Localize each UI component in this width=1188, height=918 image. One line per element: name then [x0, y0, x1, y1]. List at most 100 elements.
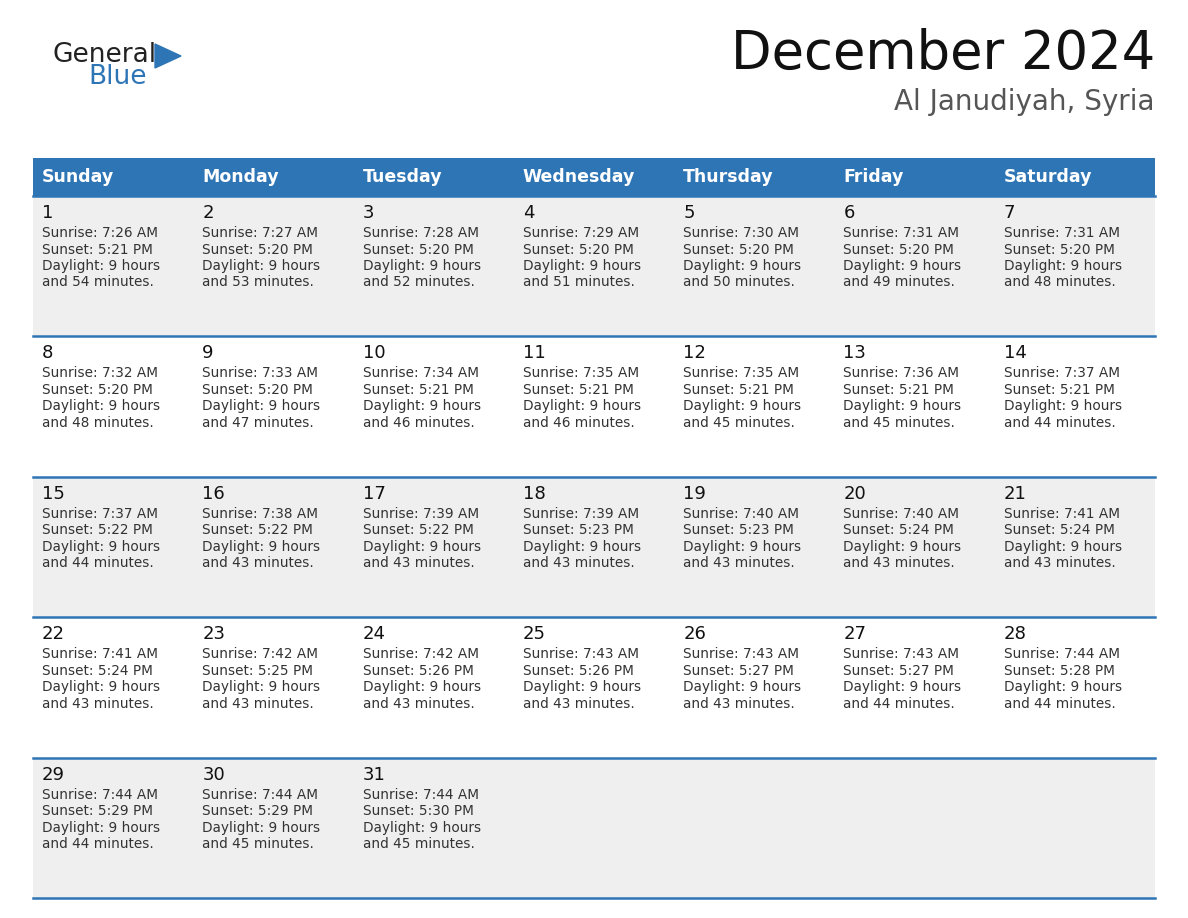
Text: Sunset: 5:29 PM: Sunset: 5:29 PM	[42, 804, 153, 818]
Text: Sunset: 5:29 PM: Sunset: 5:29 PM	[202, 804, 314, 818]
Text: 6: 6	[843, 204, 855, 222]
Text: 28: 28	[1004, 625, 1026, 644]
Text: Sunrise: 7:35 AM: Sunrise: 7:35 AM	[683, 366, 800, 380]
Text: Daylight: 9 hours: Daylight: 9 hours	[843, 680, 961, 694]
Text: and 43 minutes.: and 43 minutes.	[843, 556, 955, 570]
Text: Sunrise: 7:44 AM: Sunrise: 7:44 AM	[1004, 647, 1120, 661]
Text: General: General	[52, 42, 156, 68]
Text: 1: 1	[42, 204, 53, 222]
Text: and 43 minutes.: and 43 minutes.	[683, 556, 795, 570]
Text: Sunset: 5:21 PM: Sunset: 5:21 PM	[362, 383, 474, 397]
Text: 4: 4	[523, 204, 535, 222]
Text: Sunset: 5:21 PM: Sunset: 5:21 PM	[683, 383, 794, 397]
Bar	[354, 158, 514, 196]
Text: Sunrise: 7:31 AM: Sunrise: 7:31 AM	[843, 226, 960, 240]
Text: Daylight: 9 hours: Daylight: 9 hours	[843, 259, 961, 273]
Polygon shape	[154, 44, 181, 68]
Text: Thursday: Thursday	[683, 168, 773, 186]
Text: 22: 22	[42, 625, 65, 644]
Text: Sunrise: 7:27 AM: Sunrise: 7:27 AM	[202, 226, 318, 240]
Text: Sunrise: 7:42 AM: Sunrise: 7:42 AM	[362, 647, 479, 661]
Bar	[514, 158, 674, 196]
Text: and 44 minutes.: and 44 minutes.	[1004, 697, 1116, 711]
Text: 14: 14	[1004, 344, 1026, 363]
Text: and 45 minutes.: and 45 minutes.	[362, 837, 474, 851]
Text: Sunrise: 7:31 AM: Sunrise: 7:31 AM	[1004, 226, 1120, 240]
Text: Sunrise: 7:42 AM: Sunrise: 7:42 AM	[202, 647, 318, 661]
Text: 5: 5	[683, 204, 695, 222]
Text: Daylight: 9 hours: Daylight: 9 hours	[42, 680, 160, 694]
Text: 27: 27	[843, 625, 866, 644]
Text: Daylight: 9 hours: Daylight: 9 hours	[42, 821, 160, 834]
Text: Sunset: 5:20 PM: Sunset: 5:20 PM	[843, 242, 954, 256]
Text: 21: 21	[1004, 485, 1026, 503]
Text: Sunrise: 7:43 AM: Sunrise: 7:43 AM	[523, 647, 639, 661]
Text: 24: 24	[362, 625, 386, 644]
Bar	[33, 476, 1155, 617]
Text: Sunrise: 7:28 AM: Sunrise: 7:28 AM	[362, 226, 479, 240]
Text: Sunrise: 7:44 AM: Sunrise: 7:44 AM	[202, 788, 318, 801]
Text: Sunset: 5:22 PM: Sunset: 5:22 PM	[362, 523, 474, 537]
Text: Sunrise: 7:39 AM: Sunrise: 7:39 AM	[362, 507, 479, 521]
Text: and 43 minutes.: and 43 minutes.	[683, 697, 795, 711]
Text: and 44 minutes.: and 44 minutes.	[1004, 416, 1116, 430]
Text: Sunday: Sunday	[42, 168, 114, 186]
Bar	[834, 158, 994, 196]
Text: and 53 minutes.: and 53 minutes.	[202, 275, 314, 289]
Text: Daylight: 9 hours: Daylight: 9 hours	[362, 399, 481, 413]
Text: 10: 10	[362, 344, 385, 363]
Text: and 48 minutes.: and 48 minutes.	[1004, 275, 1116, 289]
Text: 26: 26	[683, 625, 706, 644]
Text: Sunset: 5:20 PM: Sunset: 5:20 PM	[362, 242, 474, 256]
Text: Sunset: 5:27 PM: Sunset: 5:27 PM	[683, 664, 794, 677]
Text: Daylight: 9 hours: Daylight: 9 hours	[202, 259, 321, 273]
Text: Blue: Blue	[88, 64, 146, 90]
Text: Sunset: 5:25 PM: Sunset: 5:25 PM	[202, 664, 314, 677]
Text: and 45 minutes.: and 45 minutes.	[843, 416, 955, 430]
Text: Daylight: 9 hours: Daylight: 9 hours	[42, 399, 160, 413]
Text: Sunset: 5:27 PM: Sunset: 5:27 PM	[843, 664, 954, 677]
Text: Sunset: 5:20 PM: Sunset: 5:20 PM	[523, 242, 633, 256]
Text: 16: 16	[202, 485, 225, 503]
Text: Sunrise: 7:44 AM: Sunrise: 7:44 AM	[42, 788, 158, 801]
Text: Sunset: 5:21 PM: Sunset: 5:21 PM	[1004, 383, 1114, 397]
Text: Sunrise: 7:26 AM: Sunrise: 7:26 AM	[42, 226, 158, 240]
Text: Sunrise: 7:35 AM: Sunrise: 7:35 AM	[523, 366, 639, 380]
Text: 30: 30	[202, 766, 225, 784]
Bar	[33, 336, 1155, 476]
Text: and 51 minutes.: and 51 minutes.	[523, 275, 634, 289]
Text: Sunrise: 7:36 AM: Sunrise: 7:36 AM	[843, 366, 960, 380]
Text: and 45 minutes.: and 45 minutes.	[683, 416, 795, 430]
Text: Sunset: 5:21 PM: Sunset: 5:21 PM	[843, 383, 954, 397]
Text: Friday: Friday	[843, 168, 904, 186]
Text: Daylight: 9 hours: Daylight: 9 hours	[362, 540, 481, 554]
Text: Sunrise: 7:30 AM: Sunrise: 7:30 AM	[683, 226, 800, 240]
Text: 7: 7	[1004, 204, 1016, 222]
Text: Sunset: 5:22 PM: Sunset: 5:22 PM	[42, 523, 153, 537]
Text: Daylight: 9 hours: Daylight: 9 hours	[523, 680, 642, 694]
Text: and 43 minutes.: and 43 minutes.	[523, 556, 634, 570]
Text: and 44 minutes.: and 44 minutes.	[843, 697, 955, 711]
Text: Sunset: 5:21 PM: Sunset: 5:21 PM	[42, 242, 153, 256]
Text: Sunrise: 7:29 AM: Sunrise: 7:29 AM	[523, 226, 639, 240]
Text: 18: 18	[523, 485, 545, 503]
Text: Saturday: Saturday	[1004, 168, 1092, 186]
Text: Sunrise: 7:33 AM: Sunrise: 7:33 AM	[202, 366, 318, 380]
Bar	[33, 617, 1155, 757]
Text: and 52 minutes.: and 52 minutes.	[362, 275, 474, 289]
Text: Sunrise: 7:44 AM: Sunrise: 7:44 AM	[362, 788, 479, 801]
Text: Sunset: 5:21 PM: Sunset: 5:21 PM	[523, 383, 633, 397]
Bar	[33, 158, 194, 196]
Text: and 46 minutes.: and 46 minutes.	[523, 416, 634, 430]
Text: Daylight: 9 hours: Daylight: 9 hours	[42, 540, 160, 554]
Text: December 2024: December 2024	[731, 28, 1155, 80]
Text: Daylight: 9 hours: Daylight: 9 hours	[523, 540, 642, 554]
Text: Sunrise: 7:38 AM: Sunrise: 7:38 AM	[202, 507, 318, 521]
Text: Daylight: 9 hours: Daylight: 9 hours	[523, 399, 642, 413]
Text: and 48 minutes.: and 48 minutes.	[42, 416, 153, 430]
Text: and 54 minutes.: and 54 minutes.	[42, 275, 154, 289]
Text: 2: 2	[202, 204, 214, 222]
Text: Sunset: 5:26 PM: Sunset: 5:26 PM	[523, 664, 633, 677]
Text: Sunset: 5:20 PM: Sunset: 5:20 PM	[202, 242, 314, 256]
Text: and 43 minutes.: and 43 minutes.	[202, 697, 314, 711]
